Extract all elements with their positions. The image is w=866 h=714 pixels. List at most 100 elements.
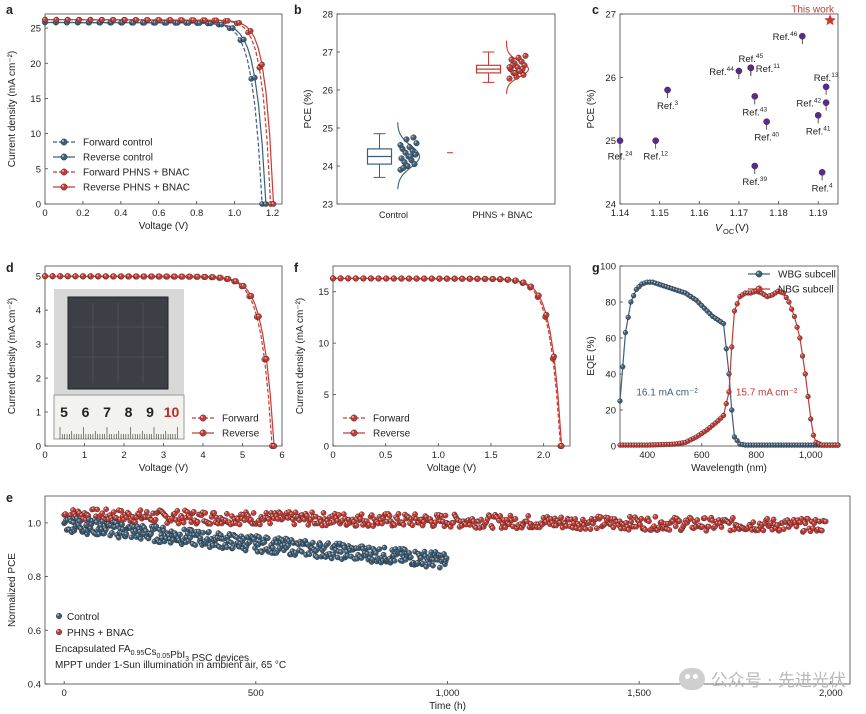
point-highlight (288, 552, 291, 555)
panel-a: 0 0.2 0.4 0.6 0.8 1.0 1.2 0 5 10 15 20 25 Voltage (V)… (7, 13, 283, 232)
point-highlight (136, 533, 139, 536)
watermark-text: 公众号 · 先进光伏 (710, 671, 846, 691)
point-highlight (190, 542, 193, 544)
data-point (726, 389, 732, 395)
point-highlight (689, 438, 691, 440)
panel-label-e: e (6, 491, 13, 505)
point-highlight (376, 521, 379, 524)
point-highlight (616, 523, 619, 526)
data-point (180, 519, 187, 526)
point-highlight (686, 439, 689, 442)
data-point (409, 522, 416, 529)
point-highlight (322, 546, 324, 549)
data-point (42, 273, 49, 280)
point-highlight (678, 289, 680, 292)
point-highlight (578, 527, 581, 530)
ref-number: 46 (790, 31, 798, 38)
point-highlight (326, 521, 329, 524)
ref-label: Ref.46 (773, 31, 798, 43)
data-point (257, 521, 263, 528)
x-tick-label: 1.18 (769, 208, 788, 219)
point-highlight (776, 443, 779, 446)
point-highlight (342, 512, 344, 515)
point-highlight (355, 556, 358, 559)
point-highlight (694, 524, 697, 527)
data-point (110, 17, 117, 23)
point-highlight (204, 520, 207, 522)
data-point (412, 511, 418, 517)
y-tick-label: 1 (36, 408, 41, 419)
point-highlight (162, 528, 164, 531)
point-highlight (551, 354, 554, 357)
point-highlight (545, 515, 548, 517)
y-tick-label: 40 (605, 370, 616, 381)
data-point (152, 516, 159, 523)
point-highlight (800, 443, 803, 446)
data-point (478, 516, 484, 523)
axes-frame (619, 265, 839, 447)
point-highlight (659, 283, 661, 285)
point-highlight (208, 545, 210, 548)
data-point (229, 25, 236, 31)
point-highlight (219, 22, 222, 25)
data-point (192, 542, 199, 548)
data-point (799, 32, 806, 40)
point-highlight (756, 528, 759, 531)
point-highlight (710, 423, 713, 426)
note-part: PSC devices (189, 653, 249, 664)
data-point (587, 526, 594, 532)
point-highlight (134, 18, 137, 20)
point-highlight (806, 443, 809, 446)
point-highlight (369, 552, 371, 555)
data-point (705, 523, 712, 530)
data-point (735, 67, 743, 75)
point-highlight (808, 529, 811, 532)
point-highlight (656, 443, 659, 445)
y-tick-label: 15 (30, 94, 41, 105)
point-highlight (809, 519, 812, 522)
point-highlight (551, 523, 554, 526)
point-highlight (735, 438, 738, 441)
data-point (271, 443, 278, 450)
y-tick-label: 0 (324, 442, 329, 453)
data-point (508, 56, 515, 63)
point-highlight (274, 514, 277, 517)
point-highlight (303, 511, 306, 514)
point-highlight (651, 280, 653, 283)
legend-marker (199, 429, 207, 437)
point-highlight (526, 514, 529, 516)
point-highlight (259, 550, 262, 553)
point-highlight (119, 509, 122, 511)
point-highlight (550, 520, 553, 523)
data-point (482, 275, 489, 282)
point-highlight (208, 522, 211, 524)
ref-number: 45 (756, 53, 764, 60)
point-highlight (353, 276, 356, 279)
point-highlight (645, 280, 648, 283)
point-highlight (138, 508, 141, 511)
data-point (119, 521, 125, 528)
point-highlight (143, 515, 146, 518)
point-highlight (673, 524, 676, 527)
legend-marker (60, 168, 68, 176)
data-point (729, 344, 735, 350)
point-highlight (710, 314, 713, 317)
point-highlight (192, 533, 195, 536)
point-highlight (153, 20, 156, 23)
point-highlight (154, 524, 157, 527)
point-highlight (209, 515, 212, 517)
point-highlight (254, 534, 257, 536)
point-highlight (407, 276, 410, 279)
point-highlight (135, 524, 138, 527)
point-highlight (264, 511, 267, 513)
point-highlight (289, 538, 292, 540)
point-highlight (311, 540, 313, 543)
point-highlight (104, 507, 107, 510)
point-highlight (318, 542, 321, 545)
data-point (810, 432, 817, 438)
data-point (87, 273, 94, 280)
point-highlight (333, 511, 335, 514)
point-highlight (258, 539, 261, 542)
point-highlight (95, 507, 98, 510)
legend-marker (60, 138, 68, 146)
